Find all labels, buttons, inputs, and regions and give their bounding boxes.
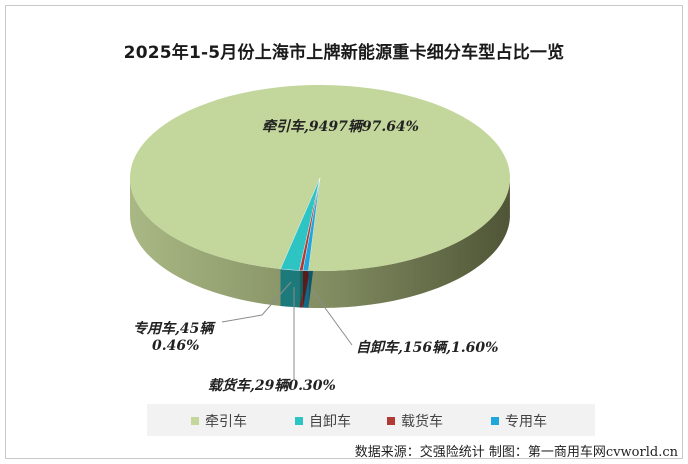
pie-slice-special xyxy=(302,177,321,272)
label-dump-value: 156辆,1.60% xyxy=(402,340,499,356)
legend: 牵引车 自卸车 载货车 专用车 xyxy=(147,404,595,436)
legend-item-dump: 自卸车 xyxy=(295,411,351,431)
legend-item-special: 专用车 xyxy=(491,411,547,431)
label-dump: 自卸车,156辆,1.60% xyxy=(356,337,498,357)
label-traction-value: 9497辆97.64% xyxy=(308,119,419,135)
pie-group xyxy=(130,85,511,308)
chart-title: 2025年1-5月份上海市上牌新能源重卡细分车型占比一览 xyxy=(123,43,565,63)
label-cargo-value: 29辆0.30% xyxy=(254,378,336,394)
label-special-value: 45辆 xyxy=(179,321,214,337)
pie-side-dump xyxy=(280,268,300,308)
label-special: 专用车,45辆 xyxy=(133,318,213,338)
label-traction-name: 牵引车, xyxy=(262,119,309,135)
pie-side-traction xyxy=(130,178,510,308)
legend-item-cargo: 载货车 xyxy=(387,411,443,431)
label-dump-name: 自卸车, xyxy=(356,340,403,356)
legend-item-traction: 牵引车 xyxy=(191,411,247,431)
label-traction: 牵引车,9497辆97.64% xyxy=(262,116,419,136)
legend-label: 载货车 xyxy=(401,414,443,430)
legend-swatch xyxy=(191,417,199,425)
label-special-percent: 0.46% xyxy=(152,338,200,354)
legend-swatch xyxy=(387,417,395,425)
label-cargo-name: 载货车, xyxy=(208,378,255,394)
legend-label: 牵引车 xyxy=(205,414,247,430)
legend-label: 专用车 xyxy=(505,414,547,430)
label-special-name: 专用车, xyxy=(133,321,180,337)
legend-label: 自卸车 xyxy=(309,414,351,430)
leader-line-special xyxy=(221,281,292,323)
legend-swatch xyxy=(491,417,499,425)
data-source: 数据来源：交强险统计 制图：第一商用车网cvworld.cn xyxy=(354,445,678,460)
leader-line-dump xyxy=(311,289,353,346)
label-cargo: 载货车,29辆0.30% xyxy=(208,375,336,395)
legend-swatch xyxy=(295,417,303,425)
